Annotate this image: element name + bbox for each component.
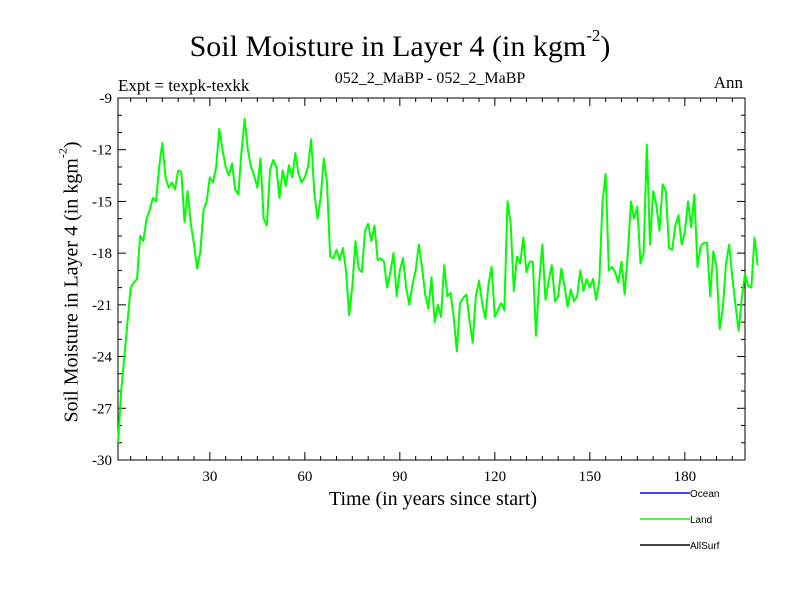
y-tick-label: -27 <box>92 401 112 417</box>
chart-title-close: ) <box>600 30 611 63</box>
legend-label-allsurf: AllSurf <box>690 541 720 552</box>
legend: Ocean Land AllSurf <box>640 489 720 552</box>
series-line-land <box>117 117 759 443</box>
y-tick-label: -12 <box>92 143 112 159</box>
series-layer <box>117 117 759 443</box>
legend-label-ocean: Ocean <box>690 489 719 500</box>
y-tick-label: -9 <box>100 91 113 107</box>
y-tick-label: -18 <box>92 246 112 262</box>
x-tick-label: 30 <box>202 469 217 485</box>
y-tick-label: -15 <box>92 194 112 210</box>
y-tick-label: -21 <box>92 298 112 314</box>
x-tick-label: 150 <box>579 469 602 485</box>
x-tick-label: 60 <box>297 469 312 485</box>
x-tick-label: 120 <box>484 469 507 485</box>
season-label: Ann <box>713 73 743 92</box>
legend-label-land: Land <box>690 515 712 526</box>
x-tick-label: 90 <box>392 469 407 485</box>
axis-ticks: -30 -27 -24 -21 -18 -15 -12 -9 30 60 90 120 150 180 <box>92 91 745 485</box>
chart-subtitle: 052_2_MaBP - 052_2_MaBP <box>334 70 526 87</box>
chart-title: Soil Moisture in Layer 4 (in kgm-2) <box>0 26 800 64</box>
experiment-label: Expt = texpk-texkk <box>118 76 250 95</box>
x-axis-label: Time (in years since start) <box>328 488 538 510</box>
chart-title-exponent: -2 <box>586 26 601 45</box>
y-tick-label: -30 <box>92 453 112 469</box>
x-tick-label: 180 <box>674 469 697 485</box>
y-tick-label: -24 <box>92 350 112 366</box>
chart-title-text: Soil Moisture in Layer 4 (in kgm <box>189 30 587 63</box>
